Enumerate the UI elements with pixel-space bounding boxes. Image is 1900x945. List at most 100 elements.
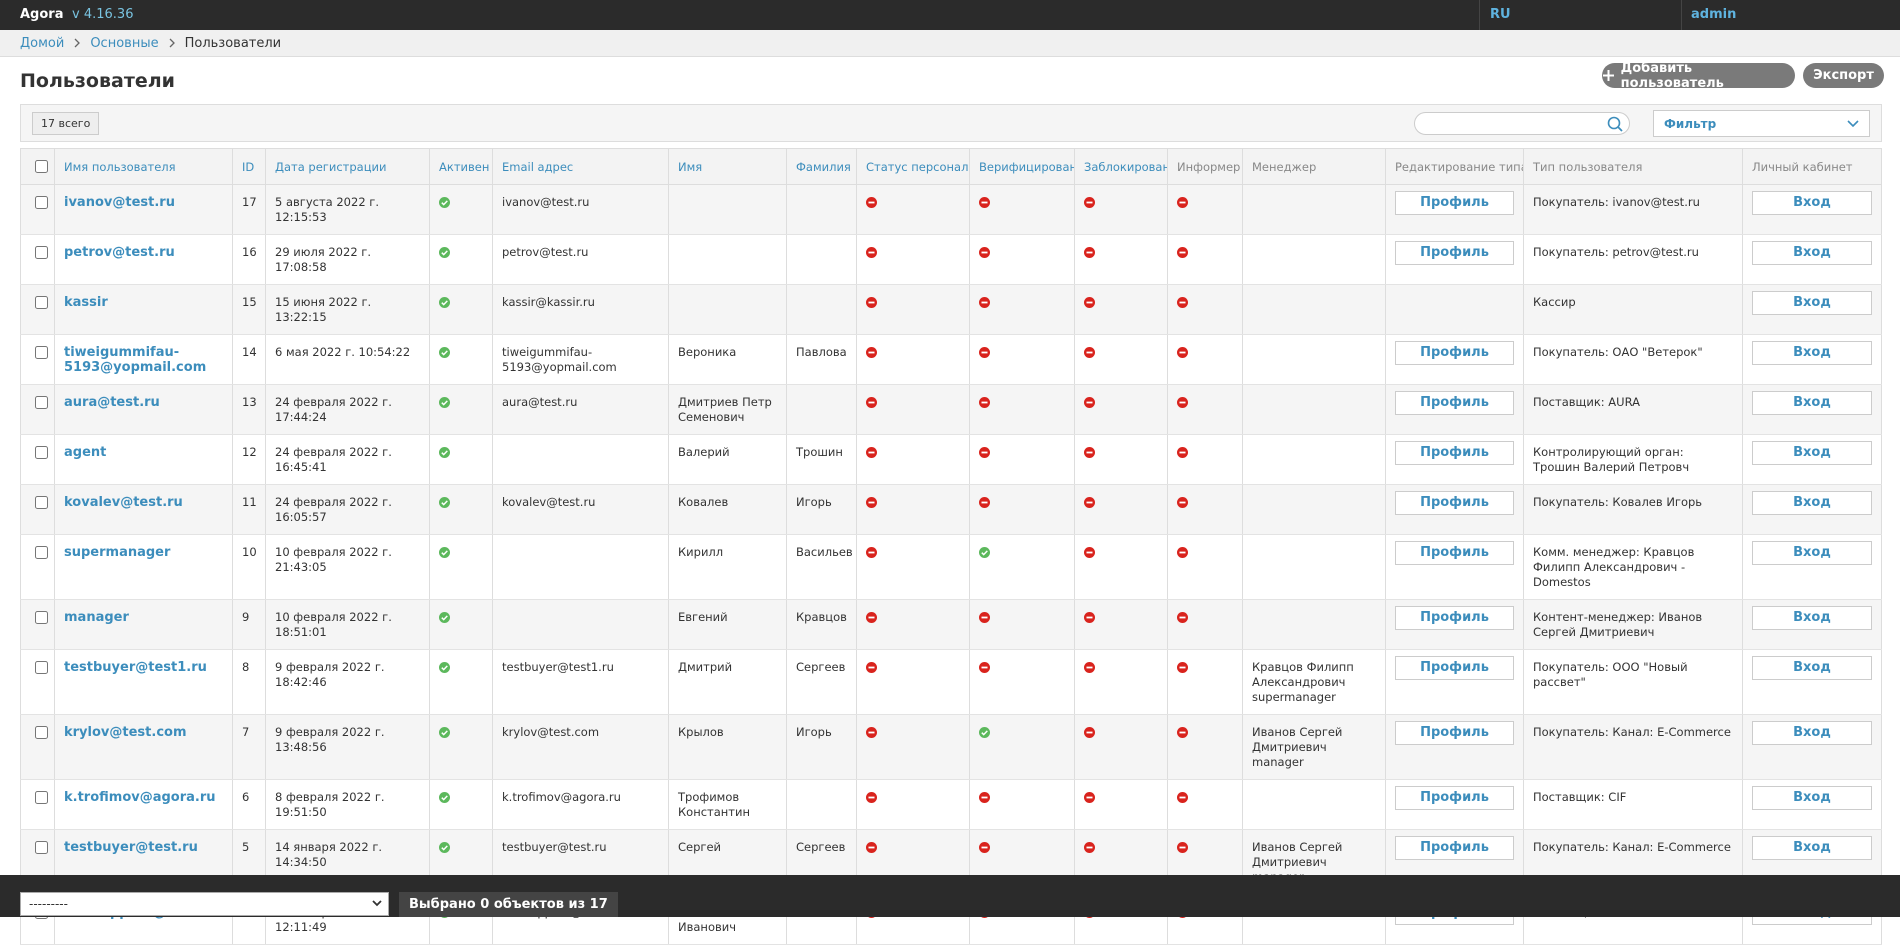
profile-button[interactable]: Профиль — [1395, 786, 1514, 810]
status-no-icon — [1084, 197, 1095, 208]
row-checkbox[interactable] — [35, 661, 48, 674]
row-checkbox[interactable] — [35, 496, 48, 509]
row-checkbox[interactable] — [35, 791, 48, 804]
login-button[interactable]: Вход — [1752, 721, 1872, 745]
row-checkbox[interactable] — [35, 246, 48, 259]
username[interactable]: manager — [64, 610, 129, 625]
language-switch[interactable]: RU — [1490, 7, 1511, 22]
username[interactable]: petrov@test.ru — [64, 245, 175, 260]
user-row: aura@test.ru 13 24 февраля 2022 г. 17:44:2… — [20, 384, 1882, 435]
row-checkbox[interactable] — [35, 196, 48, 209]
column-header[interactable]: Статус персонала — [856, 148, 970, 185]
column-header[interactable]: Имя — [668, 148, 787, 185]
user-type-cell: Покупатель: Ковалев Игорь — [1523, 484, 1743, 535]
filter-select[interactable]: Фильтр — [1653, 110, 1870, 137]
profile-button[interactable]: Профиль — [1395, 441, 1514, 465]
login-button[interactable]: Вход — [1752, 391, 1872, 415]
profile-button[interactable]: Профиль — [1395, 391, 1514, 415]
username[interactable]: kassir — [64, 295, 108, 310]
column-header[interactable]: Email адрес — [492, 148, 669, 185]
login-button[interactable]: Вход — [1752, 541, 1872, 565]
username[interactable]: agent — [64, 445, 107, 460]
column-header[interactable]: Имя пользователя — [54, 148, 233, 185]
active-cell — [429, 284, 493, 335]
login-button[interactable]: Вход — [1752, 786, 1872, 810]
column-header[interactable]: Активен — [429, 148, 493, 185]
status-no-icon — [1084, 842, 1095, 853]
row-checkbox[interactable] — [35, 296, 48, 309]
breadcrumb[interactable]: Домой — [20, 35, 65, 51]
status-yes-icon — [439, 727, 450, 738]
login-button[interactable]: Вход — [1752, 291, 1872, 315]
informer-cell — [1167, 434, 1243, 485]
row-checkbox[interactable] — [35, 726, 48, 739]
status-yes-icon — [439, 397, 450, 408]
add-user-button[interactable]: Добавить пользователь — [1602, 61, 1795, 91]
user-id-cell: 10 — [232, 534, 266, 600]
total-count[interactable]: 17 всего — [32, 112, 100, 135]
column-header: Тип пользователя — [1523, 148, 1743, 185]
breadcrumb[interactable]: Основные — [90, 35, 159, 51]
top-bar: Agora v 4.16.36 RU admin — [0, 0, 1900, 30]
row-checkbox[interactable] — [35, 611, 48, 624]
login-button[interactable]: Вход — [1752, 241, 1872, 265]
export-button[interactable]: Экспорт — [1803, 63, 1884, 88]
profile-button[interactable]: Профиль — [1395, 721, 1514, 745]
username[interactable]: krylov@test.com — [64, 725, 187, 740]
user-id: 13 — [242, 395, 257, 409]
column-header[interactable]: Верифицирован — [969, 148, 1075, 185]
user-id: 10 — [242, 545, 257, 559]
row-checkbox[interactable] — [35, 841, 48, 854]
user-menu[interactable]: admin — [1691, 7, 1737, 22]
status-no-icon — [1177, 727, 1188, 738]
username[interactable]: tiweigummifau-5193@yopmail.com — [64, 345, 207, 375]
login-button[interactable]: Вход — [1752, 441, 1872, 465]
profile-button[interactable]: Профиль — [1395, 341, 1514, 365]
login-button[interactable]: Вход — [1752, 836, 1872, 860]
user-id-cell: 7 — [232, 714, 266, 780]
action-select[interactable]: --------- — [20, 892, 389, 916]
login-button[interactable]: Вход — [1752, 191, 1872, 215]
username[interactable]: kovalev@test.ru — [64, 495, 183, 510]
profile-button[interactable]: Профиль — [1395, 656, 1514, 680]
row-checkbox[interactable] — [35, 396, 48, 409]
username[interactable]: ivanov@test.ru — [64, 195, 175, 210]
username-cell: agent — [54, 434, 233, 485]
status-no-icon — [979, 842, 990, 853]
profile-button[interactable]: Профиль — [1395, 541, 1514, 565]
profile-button[interactable]: Профиль — [1395, 491, 1514, 515]
toolbar: 17 всего Фильтр — [20, 104, 1882, 142]
search-icon — [1607, 116, 1623, 132]
login-button[interactable]: Вход — [1752, 341, 1872, 365]
username[interactable]: k.trofimov@agora.ru — [64, 790, 216, 805]
column-header[interactable]: Фамилия — [786, 148, 857, 185]
status-no-icon — [866, 792, 877, 803]
username[interactable]: testbuyer@test1.ru — [64, 660, 207, 675]
last-name: Трошин — [796, 445, 843, 459]
last-name: Кравцов — [796, 610, 847, 624]
manager-cell: Иванов Сергей Дмитриевич manager — [1242, 714, 1386, 780]
icon-circle — [439, 662, 450, 673]
blocked-cell — [1074, 434, 1168, 485]
profile-button[interactable]: Профиль — [1395, 191, 1514, 215]
search-input[interactable] — [1414, 112, 1630, 135]
row-checkbox[interactable] — [35, 446, 48, 459]
username[interactable]: supermanager — [64, 545, 171, 560]
column-header[interactable]: Дата регистрации — [265, 148, 430, 185]
login-button[interactable]: Вход — [1752, 606, 1872, 630]
profile-button[interactable]: Профиль — [1395, 241, 1514, 265]
column-header[interactable]: Заблокирован — [1074, 148, 1168, 185]
status-no-icon — [1084, 447, 1095, 458]
profile-button[interactable]: Профиль — [1395, 606, 1514, 630]
row-checkbox[interactable] — [35, 346, 48, 359]
chevron — [372, 900, 382, 907]
login-button[interactable]: Вход — [1752, 656, 1872, 680]
username[interactable]: aura@test.ru — [64, 395, 160, 410]
row-checkbox[interactable] — [35, 546, 48, 559]
select-all-checkbox[interactable] — [35, 160, 48, 173]
login-button[interactable]: Вход — [1752, 491, 1872, 515]
column-header[interactable]: ID — [232, 148, 266, 185]
username[interactable]: testbuyer@test.ru — [64, 840, 198, 855]
active-cell — [429, 334, 493, 385]
profile-button[interactable]: Профиль — [1395, 836, 1514, 860]
